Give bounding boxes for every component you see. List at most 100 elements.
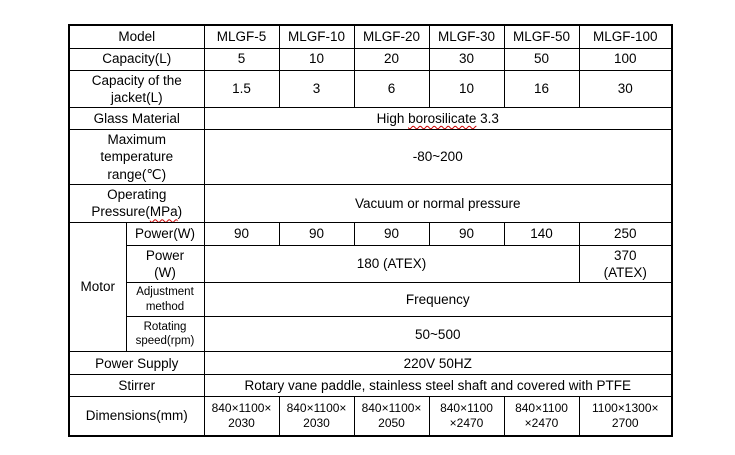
row-rotating-speed: Rotating speed(rpm) 50~500 <box>69 316 673 353</box>
row-max-temperature: Maximum temperature range(℃) -80~200 <box>68 129 673 185</box>
capacity-value-cell: 20 <box>353 47 430 71</box>
label-line: temperature <box>100 149 174 165</box>
value-line: 2050 <box>378 416 405 431</box>
dimensions-value-cell: 840×1100 ×2470 <box>503 396 580 437</box>
motor-power-value-cell: 140 <box>503 221 580 246</box>
glass-value-post: 3.3 <box>476 110 499 126</box>
value-line: 840×1100 <box>515 400 568 415</box>
row-glass-material: Glass Material High borosilicate 3.3 <box>68 107 673 131</box>
row-jacket-capacity: Capacity of the jacket(L) 1.5 3 6 10 16 … <box>68 69 673 109</box>
row-adjustment-method: Adjustment method Frequency <box>69 282 673 318</box>
row-stirrer: Stirrer Rotary vane paddle, stainless st… <box>68 374 673 398</box>
row-operating-pressure: Operating Pressure(MPa) Vacuum or normal… <box>68 183 673 223</box>
capacity-value-cell: 30 <box>428 47 505 71</box>
row-motor-power: Motor Power(W) 90 90 90 90 140 250 <box>68 221 673 353</box>
motor-group-label: Motor <box>68 221 127 353</box>
power-supply-value-cell: 220V 50HZ <box>203 351 673 376</box>
adjustment-method-value-cell: Frequency <box>203 282 673 318</box>
rotating-speed-value-cell: 50~500 <box>203 316 673 353</box>
label-line: Power <box>145 247 185 263</box>
jacket-value-cell: 16 <box>503 69 580 109</box>
value-line: 2700 <box>611 416 639 431</box>
dimensions-value-cell: 840×1100× 2050 <box>353 396 430 437</box>
label-line: method <box>145 300 185 313</box>
motor-power-atex-last-cell: 370 (ATEX) <box>578 244 673 284</box>
label-line: (W) <box>154 265 176 281</box>
row-label-motor-power: Power(W) <box>125 221 205 246</box>
jacket-value-cell: 3 <box>278 69 355 109</box>
row-label-stirrer: Stirrer <box>68 374 205 398</box>
jacket-value-cell: 1.5 <box>203 69 280 109</box>
label-line: Capacity of the <box>91 72 182 88</box>
dimensions-value-cell: 840×1100× 2030 <box>278 396 355 437</box>
label-line: Maximum <box>107 132 166 148</box>
row-label-model: Model <box>68 24 205 49</box>
label-line: range(℃) <box>107 166 167 182</box>
row-dimensions: Dimensions(mm) 840×1100× 2030 840×1100× … <box>68 396 673 437</box>
row-label-adjustment-method: Adjustment method <box>125 282 205 318</box>
glass-value-pre: High <box>376 110 409 126</box>
motor-power-value-cell: 90 <box>278 221 355 246</box>
model-header-cell: MLGF-50 <box>503 24 580 49</box>
value-line: 2030 <box>303 416 330 431</box>
row-label-dimensions: Dimensions(mm) <box>68 396 205 437</box>
row-label-jacket-capacity: Capacity of the jacket(L) <box>68 69 205 109</box>
value-line: 840×1100× <box>211 400 272 415</box>
glass-material-value-cell: High borosilicate 3.3 <box>203 107 673 131</box>
capacity-value-cell: 10 <box>278 47 355 71</box>
value-line: 2030 <box>228 416 255 431</box>
value-line: 370 <box>613 247 637 263</box>
operating-pressure-value-cell: Vacuum or normal pressure <box>203 183 673 223</box>
row-motor-power-atex: Power (W) 180 (ATEX) 370 (ATEX) <box>69 244 673 284</box>
value-line: 1100×1300× <box>591 400 659 415</box>
row-label-power-supply: Power Supply <box>68 351 205 376</box>
model-header-cell: MLGF-20 <box>353 24 430 49</box>
label-line: Rotating <box>143 320 187 333</box>
pressure-label-post: ) <box>177 204 183 220</box>
value-line: 840×1100× <box>361 400 422 415</box>
label-line: jacket(L) <box>110 89 163 105</box>
glass-value-spellchecked: borosilicate <box>408 110 477 126</box>
stirrer-value-cell: Rotary vane paddle, stainless steel shaf… <box>203 374 673 398</box>
dimensions-value-cell: 840×1100× 2030 <box>203 396 280 437</box>
motor-power-value-cell: 90 <box>353 221 430 246</box>
motor-power-value-cell: 90 <box>203 221 280 246</box>
motor-power-value-cell: 90 <box>428 221 505 246</box>
jacket-value-cell: 6 <box>353 69 430 109</box>
label-line: Operating <box>107 187 167 203</box>
max-temperature-value-cell: -80~200 <box>203 129 673 185</box>
row-label-rotating-speed: Rotating speed(rpm) <box>125 316 205 353</box>
capacity-value-cell: 100 <box>578 47 673 71</box>
capacity-value-cell: 50 <box>503 47 580 71</box>
model-header-cell: MLGF-10 <box>278 24 355 49</box>
dimensions-value-cell: 840×1100 ×2470 <box>428 396 505 437</box>
jacket-value-cell: 30 <box>578 69 673 109</box>
spec-table: Model MLGF-5 MLGF-10 MLGF-20 MLGF-30 MLG… <box>68 24 673 437</box>
row-label-max-temperature: Maximum temperature range(℃) <box>68 129 205 185</box>
pressure-label-pre: Pressure( <box>91 204 150 220</box>
value-line: ×2470 <box>524 416 559 431</box>
value-line: 840×1100 <box>440 400 493 415</box>
label-line: speed(rpm) <box>135 335 195 348</box>
model-header-cell: MLGF-30 <box>428 24 505 49</box>
jacket-value-cell: 10 <box>428 69 505 109</box>
capacity-value-cell: 5 <box>203 47 280 71</box>
value-line: ×2470 <box>449 416 484 431</box>
model-header-cell: MLGF-5 <box>203 24 280 49</box>
row-label-operating-pressure: Operating Pressure(MPa) <box>68 183 205 223</box>
row-model: Model MLGF-5 MLGF-10 MLGF-20 MLGF-30 MLG… <box>68 24 673 49</box>
label-line: Pressure(MPa) <box>73 203 201 220</box>
row-label-capacity: Capacity(L) <box>68 47 205 71</box>
dimensions-value-cell: 1100×1300× 2700 <box>578 396 673 437</box>
value-line: (ATEX) <box>603 265 647 281</box>
motor-power-value-cell: 250 <box>578 221 673 246</box>
label-line: Adjustment <box>136 286 194 299</box>
motor-power-atex-span-cell: 180 (ATEX) <box>203 244 580 284</box>
row-power-supply: Power Supply 220V 50HZ <box>68 351 673 376</box>
row-label-motor-power-atex: Power (W) <box>125 244 205 284</box>
row-label-glass-material: Glass Material <box>68 107 205 131</box>
row-capacity: Capacity(L) 5 10 20 30 50 100 <box>68 47 673 71</box>
value-line: 840×1100× <box>286 400 347 415</box>
pressure-label-spellchecked: MPa <box>149 204 178 220</box>
